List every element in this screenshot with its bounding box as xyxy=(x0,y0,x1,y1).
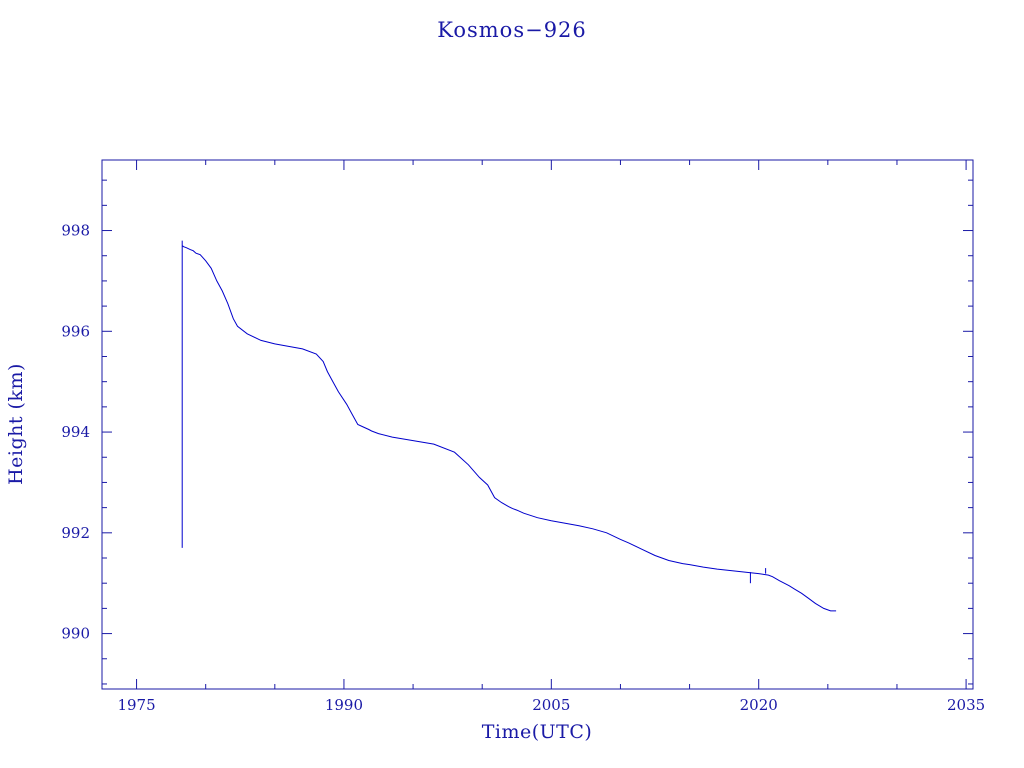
x-axis-label: Time(UTC) xyxy=(482,721,593,743)
x-tick-label: 1975 xyxy=(117,696,155,714)
y-tick-label: 994 xyxy=(61,423,90,441)
chart-title: Kosmos−926 xyxy=(437,18,587,42)
plot-frame xyxy=(101,159,974,690)
y-tick-label: 998 xyxy=(61,222,90,240)
axis-ticks xyxy=(102,160,973,689)
x-tick-label: 2035 xyxy=(947,696,985,714)
tick-labels: 1975 1990 2005 2020 2035 990 992 994 996 998 xyxy=(61,222,985,714)
x-tick-label: 2020 xyxy=(740,696,778,714)
x-tick-label: 1990 xyxy=(325,696,363,714)
y-axis-label: Height (km) xyxy=(5,363,27,485)
y-tick-label: 992 xyxy=(61,524,90,542)
y-tick-label: 996 xyxy=(61,322,90,340)
x-tick-label: 2005 xyxy=(532,696,570,714)
y-tick-label: 990 xyxy=(61,625,90,643)
series-line xyxy=(181,240,837,612)
